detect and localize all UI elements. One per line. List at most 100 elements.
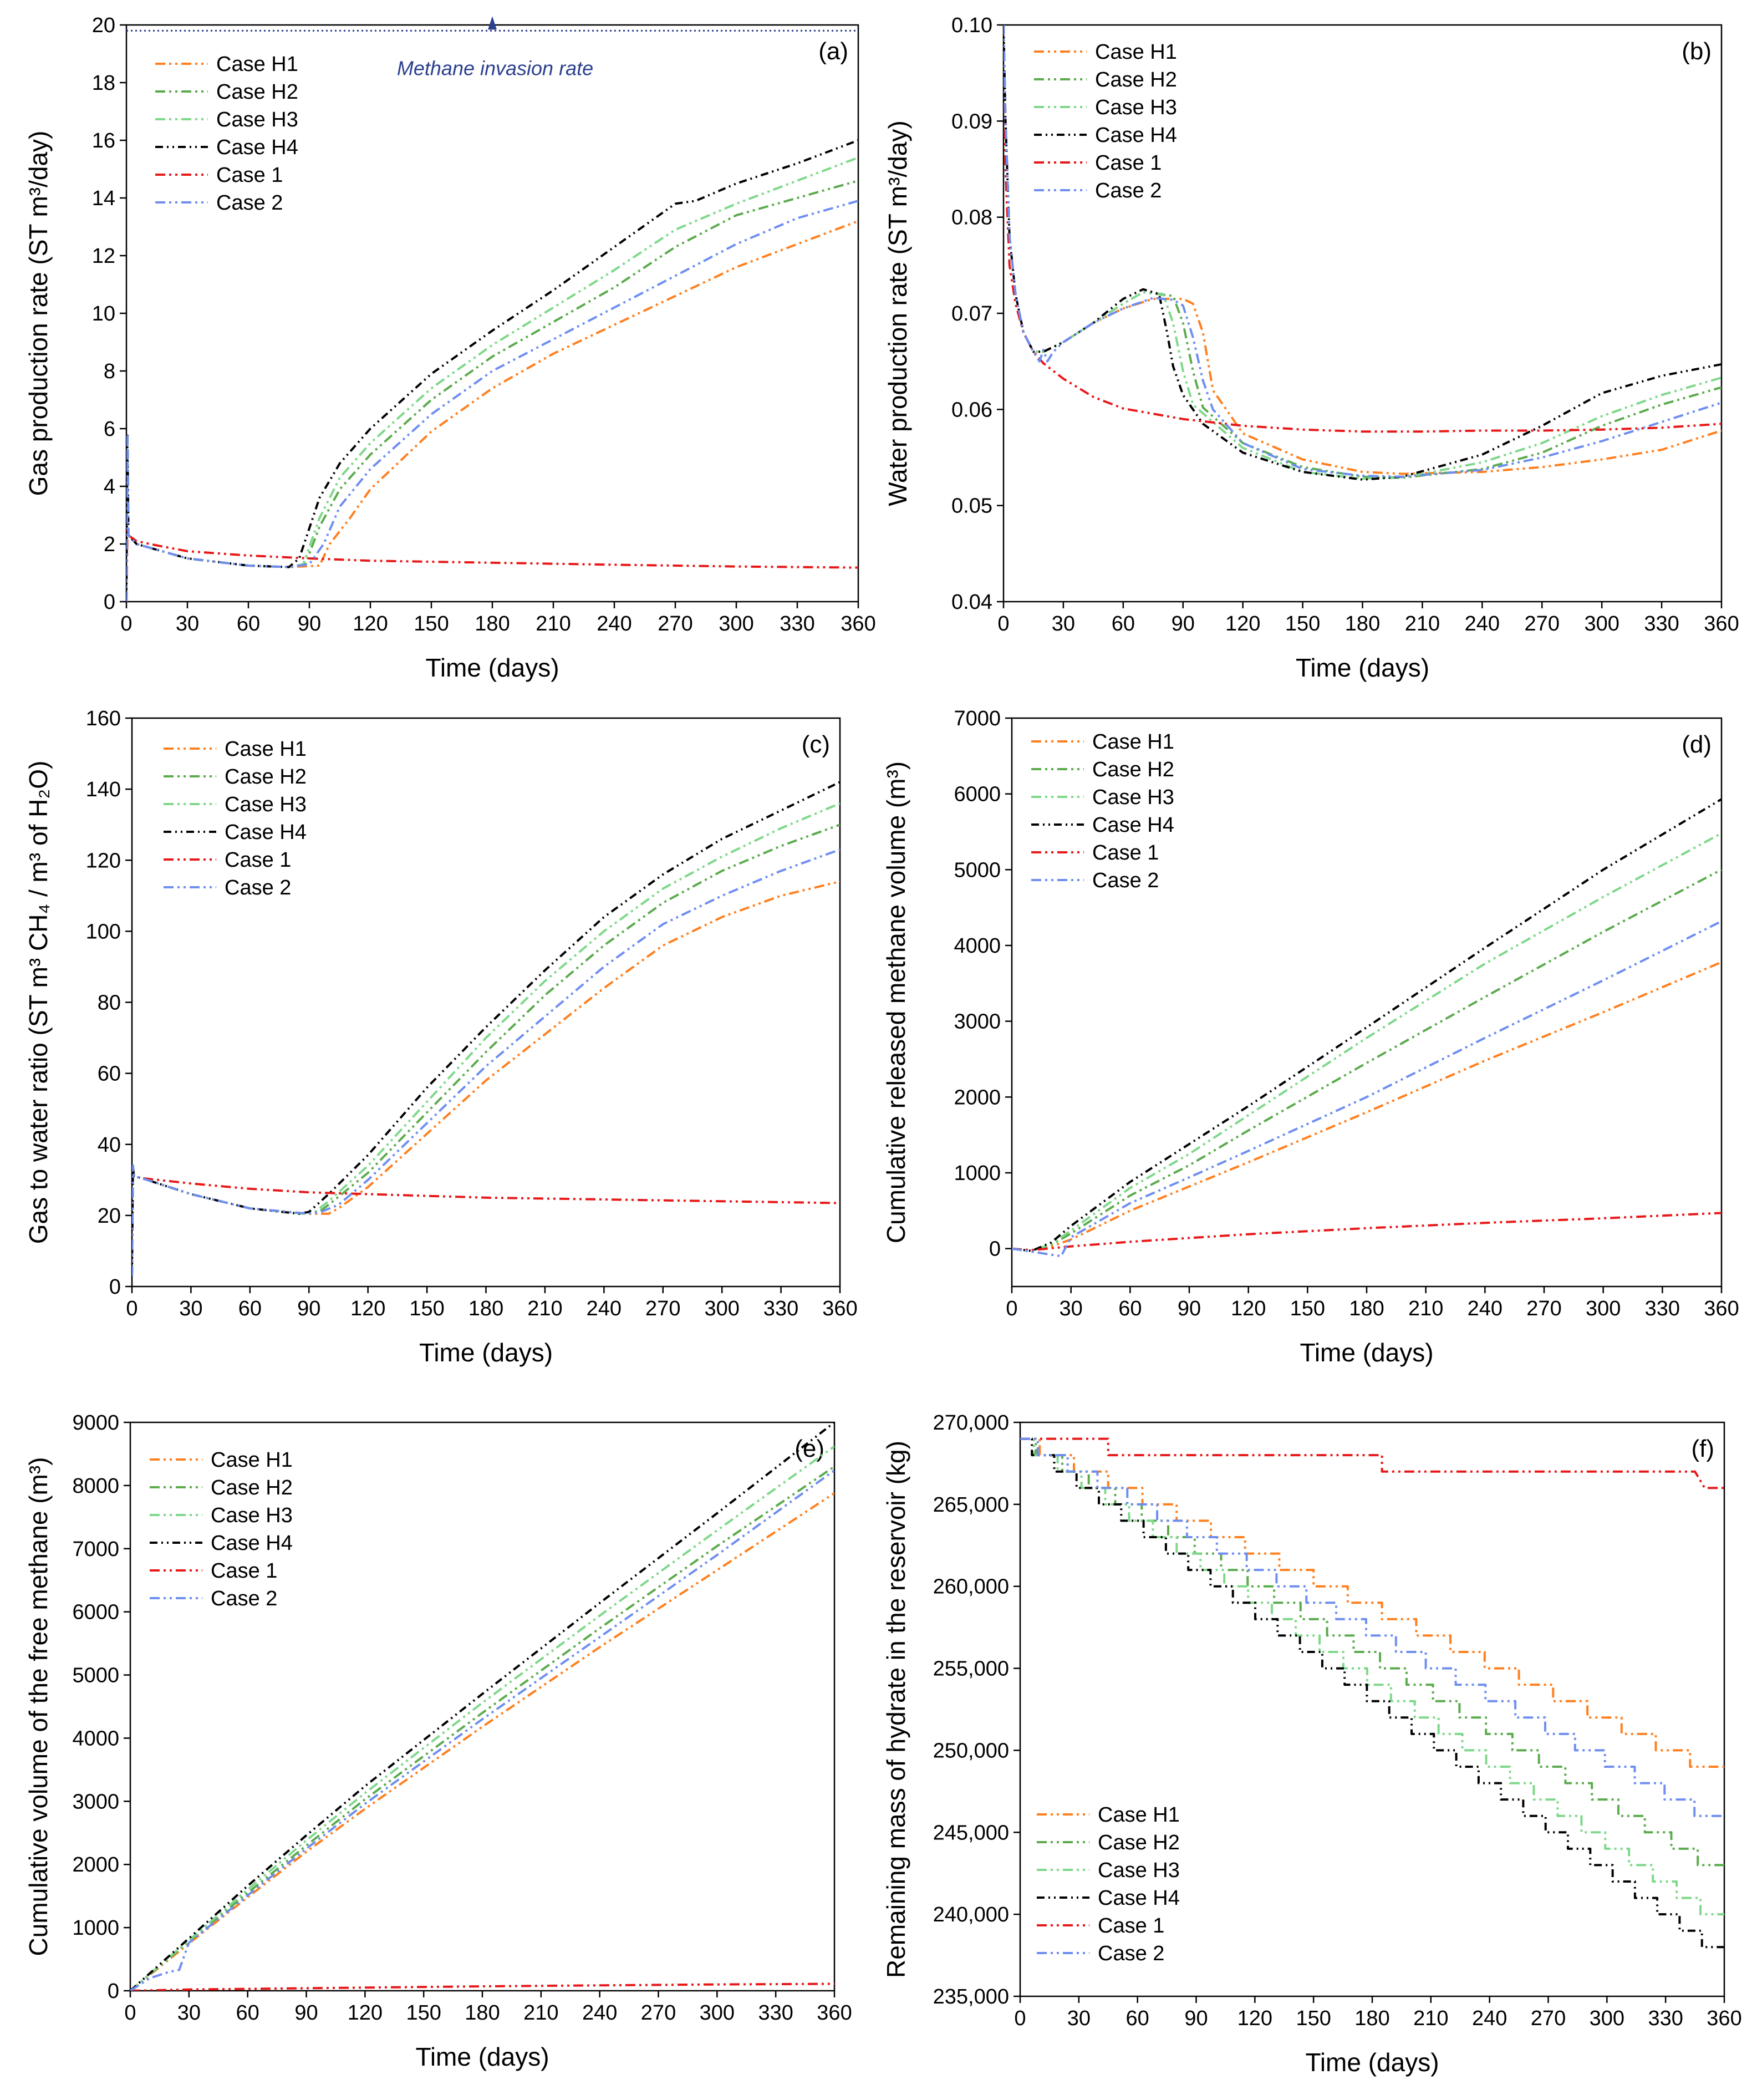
y-tick-label: 3000 [954,1010,1001,1034]
x-tick-label: 210 [536,612,571,635]
x-tick-label: 120 [1237,2007,1272,2030]
x-tick-label: 150 [1296,2007,1331,2030]
y-tick-label: 260,000 [933,1575,1009,1599]
x-tick-label: 120 [1231,1297,1266,1320]
x-tick-label: 180 [475,612,510,635]
x-tick-label: 180 [468,1297,503,1320]
x-tick-label: 180 [1345,612,1380,635]
legend-label: Case H1 [216,53,298,76]
x-tick-label: 90 [1184,2007,1208,2030]
legend-label: Case H2 [1098,1831,1180,1854]
series-line-case-1 [1020,1437,1724,1489]
x-tick-label: 270 [645,1297,680,1320]
y-tick-label: 10 [92,302,115,326]
legend-label: Case 2 [225,876,291,899]
x-tick-label: 0 [124,2001,136,2025]
y-tick-label: 2000 [72,1853,119,1877]
series-line-case-1 [130,1982,834,1991]
y-tick-label: 8000 [72,1474,119,1498]
y-tick-label: 0 [109,1275,121,1299]
panel-label: (d) [1682,731,1712,758]
series-line-case-h2 [1020,1437,1724,1867]
legend-label: Case H1 [1098,1803,1180,1827]
x-tick-label: 300 [704,1297,739,1320]
y-tick-label: 80 [98,991,121,1015]
legend-label: Case H3 [211,1504,293,1527]
series-line-case-h4 [1012,798,1722,1252]
legend-label: Case H1 [211,1448,293,1472]
legend-label: Case H2 [216,80,298,104]
x-tick-label: 120 [353,612,388,635]
y-tick-label: 6000 [72,1601,119,1624]
x-tick-label: 30 [177,2001,201,2025]
series-line-case-h4 [130,1422,834,1991]
x-tick-label: 0 [126,1297,137,1320]
legend-label: Case 2 [216,191,283,215]
y-tick-label: 4 [104,475,115,499]
x-tick-label: 210 [1405,612,1440,635]
x-tick-label: 210 [1408,1297,1443,1320]
legend-label: Case H1 [225,738,307,761]
x-axis-label: Time (days) [425,653,559,682]
x-tick-label: 150 [409,1297,444,1320]
x-axis-label: Time (days) [1296,653,1429,682]
x-tick-label: 300 [1586,1297,1621,1320]
y-tick-label: 0.09 [951,110,992,133]
x-tick-label: 150 [1290,1297,1325,1320]
x-tick-label: 210 [527,1297,562,1320]
legend-label: Case 2 [1095,179,1162,202]
x-tick-label: 30 [179,1297,202,1320]
y-tick-label: 20 [92,14,115,37]
y-tick-label: 120 [86,849,121,872]
y-tick-label: 20 [98,1204,121,1228]
x-tick-label: 120 [350,1297,385,1320]
y-tick-label: 8 [104,360,115,383]
y-tick-label: 40 [98,1133,121,1157]
series-line-case-h3 [130,1445,834,1991]
y-tick-label: 0.04 [951,591,992,614]
x-tick-label: 240 [1472,2007,1507,2030]
series-line-case-h3 [126,156,858,602]
legend-label: Case 1 [1098,1914,1164,1938]
x-tick-label: 300 [1590,2007,1624,2030]
x-tick-label: 150 [406,2001,441,2025]
series-line-case-1 [126,528,858,602]
y-tick-label: 0.10 [951,14,992,37]
x-axis-label: Time (days) [415,2042,549,2071]
x-tick-label: 300 [1584,612,1619,635]
x-tick-label: 60 [1126,2007,1149,2030]
x-tick-label: 330 [1648,2007,1683,2030]
x-tick-label: 360 [822,1297,857,1320]
legend-label: Case 2 [211,1587,277,1610]
panel-label: (c) [802,731,830,758]
series-line-case-h2 [1012,868,1722,1252]
y-tick-label: 140 [86,778,121,801]
y-axis-label: Cumulative volume of the free methane (m… [24,1457,53,1956]
y-tick-label: 0.08 [951,206,992,230]
y-tick-label: 0 [104,591,115,614]
y-tick-label: 16 [92,129,115,152]
panel-label: (f) [1691,1435,1714,1462]
y-tick-label: 255,000 [933,1657,1009,1681]
x-tick-label: 330 [1644,612,1679,635]
y-axis-label: Gas production rate (ST m³/day) [24,131,53,496]
x-tick-label: 180 [465,2001,500,2025]
x-tick-label: 360 [1704,1297,1739,1320]
x-tick-label: 60 [237,612,260,635]
x-tick-label: 120 [1225,612,1260,635]
x-tick-label: 180 [1349,1297,1384,1320]
y-tick-label: 160 [86,707,121,730]
y-tick-label: 2000 [954,1086,1001,1109]
series-line-case-h2 [1004,25,1722,479]
series-line-case-h1 [132,880,840,1276]
y-tick-label: 0.06 [951,398,992,421]
series-line-case-2 [132,848,840,1276]
x-tick-label: 360 [817,2001,852,2025]
y-axis-label: Water production rate (ST m³/day) [883,120,912,506]
x-tick-label: 270 [1525,612,1560,635]
y-tick-label: 240,000 [933,1903,1009,1926]
y-tick-label: 6000 [954,783,1001,806]
series-line-case-1 [1004,25,1722,433]
series-line-case-h1 [126,220,858,602]
series-line-case-h3 [1004,25,1722,480]
